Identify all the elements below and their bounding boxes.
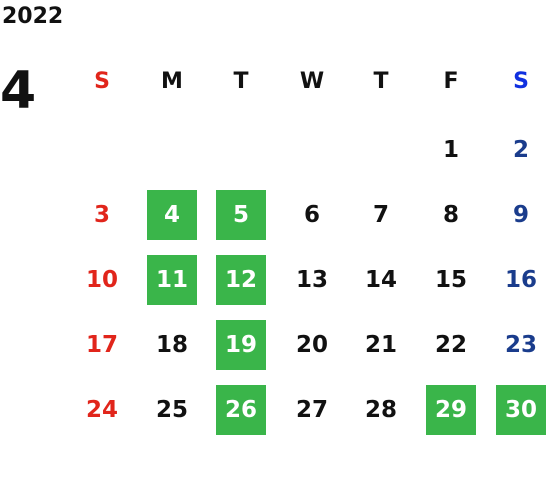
day-cell: 25: [155, 397, 188, 423]
weekday-header: F: [443, 68, 459, 94]
day-cell: 28: [364, 397, 397, 423]
day-cell: 1: [442, 137, 459, 163]
day-cell: 27: [295, 397, 328, 423]
weekday-header: S: [513, 68, 529, 94]
weekday-header: W: [299, 68, 325, 94]
day-cell: 3: [93, 202, 110, 228]
day-cell: 24: [85, 397, 118, 423]
day-cell: 23: [504, 332, 537, 358]
weekday-header: S: [94, 68, 110, 94]
day-cell-highlighted: 26: [216, 385, 266, 435]
calendar-year: 2022: [2, 4, 64, 29]
day-cell: 2: [512, 137, 529, 163]
day-cell: 17: [85, 332, 118, 358]
calendar-month: 4: [0, 61, 37, 121]
day-cell: 21: [364, 332, 397, 358]
day-cell-highlighted: 5: [216, 190, 266, 240]
day-cell: 15: [434, 267, 467, 293]
weekday-header: T: [233, 68, 249, 94]
day-cell-highlighted: 12: [216, 255, 266, 305]
weekday-header: M: [161, 68, 183, 94]
day-cell: 13: [295, 267, 328, 293]
day-cell: 10: [85, 267, 118, 293]
day-cell: 6: [303, 202, 320, 228]
weekday-header: T: [373, 68, 389, 94]
day-cell: 18: [155, 332, 188, 358]
day-cell: 8: [442, 202, 459, 228]
day-cell-highlighted: 4: [147, 190, 197, 240]
day-cell: 9: [512, 202, 529, 228]
day-cell-highlighted: 29: [426, 385, 476, 435]
day-cell: 16: [504, 267, 537, 293]
day-cell-highlighted: 30: [496, 385, 546, 435]
day-cell: 22: [434, 332, 467, 358]
day-cell: 7: [372, 202, 389, 228]
day-cell: 20: [295, 332, 328, 358]
day-cell: 14: [364, 267, 397, 293]
day-cell-highlighted: 11: [147, 255, 197, 305]
day-cell-highlighted: 19: [216, 320, 266, 370]
